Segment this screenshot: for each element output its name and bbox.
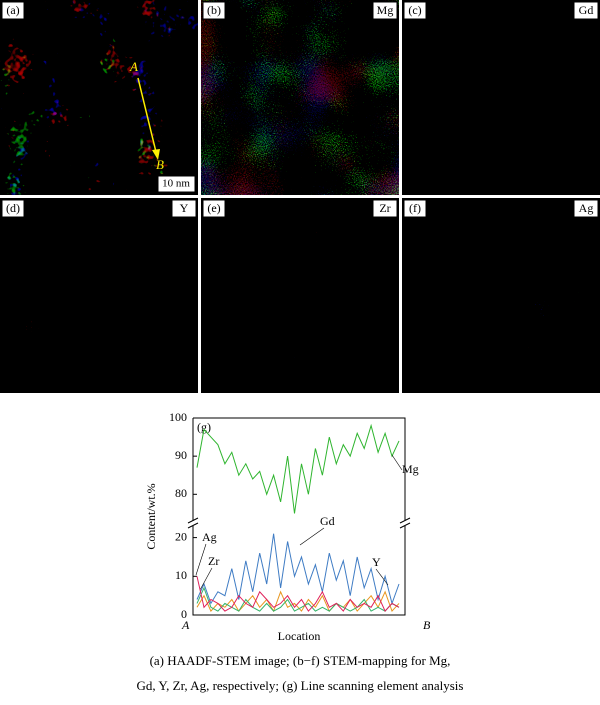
series-label: Y <box>372 555 381 569</box>
arrow-start-label: A <box>129 59 138 74</box>
panel-label: (b) <box>207 3 221 17</box>
element-label: Y <box>180 201 189 215</box>
element-label: Ag <box>579 201 594 215</box>
panel-label-box <box>403 199 427 218</box>
series-leader <box>299 527 325 546</box>
panel-label: (d) <box>6 201 20 215</box>
series-line <box>196 423 400 514</box>
element-label-box <box>573 199 599 218</box>
scan-arrowhead <box>152 149 160 160</box>
element-label: Gd <box>579 3 594 17</box>
panel-image <box>201 0 399 195</box>
panel-label-box <box>1 1 25 20</box>
element-label-box <box>171 199 197 218</box>
element-label-box <box>372 1 398 20</box>
panel-label-box <box>1 199 25 218</box>
caption-line: Gd, Y, Zr, Ag, respectively; (g) Line sc… <box>137 678 464 693</box>
series-line <box>196 586 400 612</box>
element-label: Zr <box>379 201 390 215</box>
panel-label-box <box>202 199 226 218</box>
series-label: Zr <box>208 554 219 568</box>
panel-label: (a) <box>6 3 19 17</box>
y-tick-label: 80 <box>175 486 187 500</box>
panel-image <box>402 198 600 393</box>
series-line <box>196 533 400 606</box>
element-label: Mg <box>377 3 394 17</box>
element-label-box <box>372 199 398 218</box>
y-tick-label: 10 <box>175 568 187 582</box>
scan-arrow <box>137 77 157 153</box>
panel-image <box>201 198 399 393</box>
panel-label: (f) <box>409 201 421 215</box>
x-end-label: B <box>423 618 431 632</box>
arrow-end-label: B <box>156 157 164 172</box>
scale-bar-box <box>157 175 196 193</box>
scale-bar-label: 10 nm <box>162 178 190 190</box>
chart-title: (g) <box>197 420 211 434</box>
series-label: Mg <box>402 462 419 476</box>
axis-break <box>399 517 411 529</box>
axis-break <box>187 517 199 529</box>
y-tick-label: 20 <box>175 529 187 543</box>
caption-line: (a) HAADF-STEM image; (b−f) STEM-mapping… <box>150 653 451 668</box>
y-tick-label: 90 <box>175 448 187 462</box>
series-label: Ag <box>202 530 217 544</box>
x-axis-label: Location <box>278 629 321 643</box>
x-start-label: A <box>181 618 190 632</box>
series-label: Gd <box>320 514 335 528</box>
y-axis-label: Content/wt.% <box>144 483 158 549</box>
series-leader <box>195 543 207 576</box>
element-label-box <box>573 1 599 20</box>
series-leader <box>391 454 403 471</box>
panel-image <box>402 0 600 195</box>
series-line <box>196 590 400 613</box>
panel-label-box <box>403 1 427 20</box>
series-leader <box>199 567 213 591</box>
y-tick-label: 0 <box>181 607 187 621</box>
panel-image <box>0 0 198 195</box>
panel-label: (e) <box>207 201 220 215</box>
series-leader <box>375 568 389 586</box>
y-tick-label: 100 <box>169 410 187 424</box>
axis-frame <box>192 417 406 616</box>
panel-image <box>0 198 198 393</box>
panel-label: (c) <box>408 3 421 17</box>
panel-label-box <box>202 1 226 20</box>
series-line <box>196 576 400 613</box>
